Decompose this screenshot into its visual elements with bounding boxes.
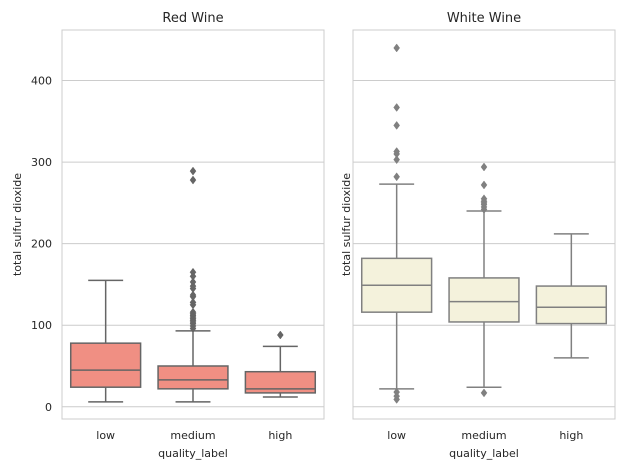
outlier-point (189, 175, 197, 185)
y-axis-label: total sulfur dioxide (11, 173, 24, 276)
outlier-point (393, 43, 400, 53)
x-tick-label: low (387, 429, 406, 442)
chart-title: Red Wine (162, 11, 223, 26)
y-tick-label: 300 (31, 156, 52, 169)
white-wine-panel: low medium high White Wine quality_label t… (340, 11, 616, 460)
x-tick-label: medium (170, 429, 215, 442)
outlier-point (189, 166, 197, 176)
outlier-point (480, 388, 488, 398)
box-medium (448, 162, 520, 398)
tick-labels: low medium high (387, 429, 583, 442)
outlier-point (393, 387, 400, 397)
red-wine-panel: 0 100 200 300 400 low medium high Red Wine qual… (11, 11, 325, 460)
box-high (244, 330, 317, 398)
outlier-point (189, 297, 197, 307)
iqr-box (244, 370, 317, 394)
box-medium (157, 166, 229, 403)
outlier-point (189, 307, 197, 317)
outlier-point (393, 155, 400, 165)
boxes (69, 166, 317, 403)
y-tick-label: 200 (31, 238, 52, 251)
outlier-point (189, 277, 197, 287)
outlier-point (393, 172, 400, 182)
outlier-point (189, 267, 197, 277)
iqr-box (448, 277, 520, 323)
chart-title: White Wine (447, 11, 521, 26)
x-tick-label: medium (461, 429, 506, 442)
x-tick-label: high (268, 429, 292, 442)
outlier-point (480, 162, 488, 172)
outlier-point (480, 194, 488, 204)
outlier-point (277, 330, 284, 340)
box-low (69, 279, 142, 403)
box-low (360, 43, 433, 404)
boxes (360, 43, 608, 404)
outlier-point (393, 147, 400, 156)
box-high (535, 233, 608, 359)
iqr-box (69, 342, 142, 388)
outlier-point (480, 180, 488, 190)
y-tick-label: 100 (31, 319, 52, 332)
x-tick-label: low (96, 429, 115, 442)
outlier-point (393, 120, 400, 130)
iqr-box (535, 285, 608, 325)
y-tick-label: 400 (31, 75, 52, 88)
y-axis-label: total sulfur dioxide (340, 173, 353, 276)
x-tick-label: high (559, 429, 583, 442)
x-axis-label: quality_label (158, 447, 228, 460)
outlier-point (393, 103, 400, 112)
iqr-box (157, 365, 229, 390)
x-axis-label: quality_label (449, 447, 519, 460)
outlier-point (189, 290, 197, 300)
tick-labels: 0 100 200 300 400 low medium high (31, 75, 292, 442)
y-tick-label: 0 (45, 401, 52, 414)
